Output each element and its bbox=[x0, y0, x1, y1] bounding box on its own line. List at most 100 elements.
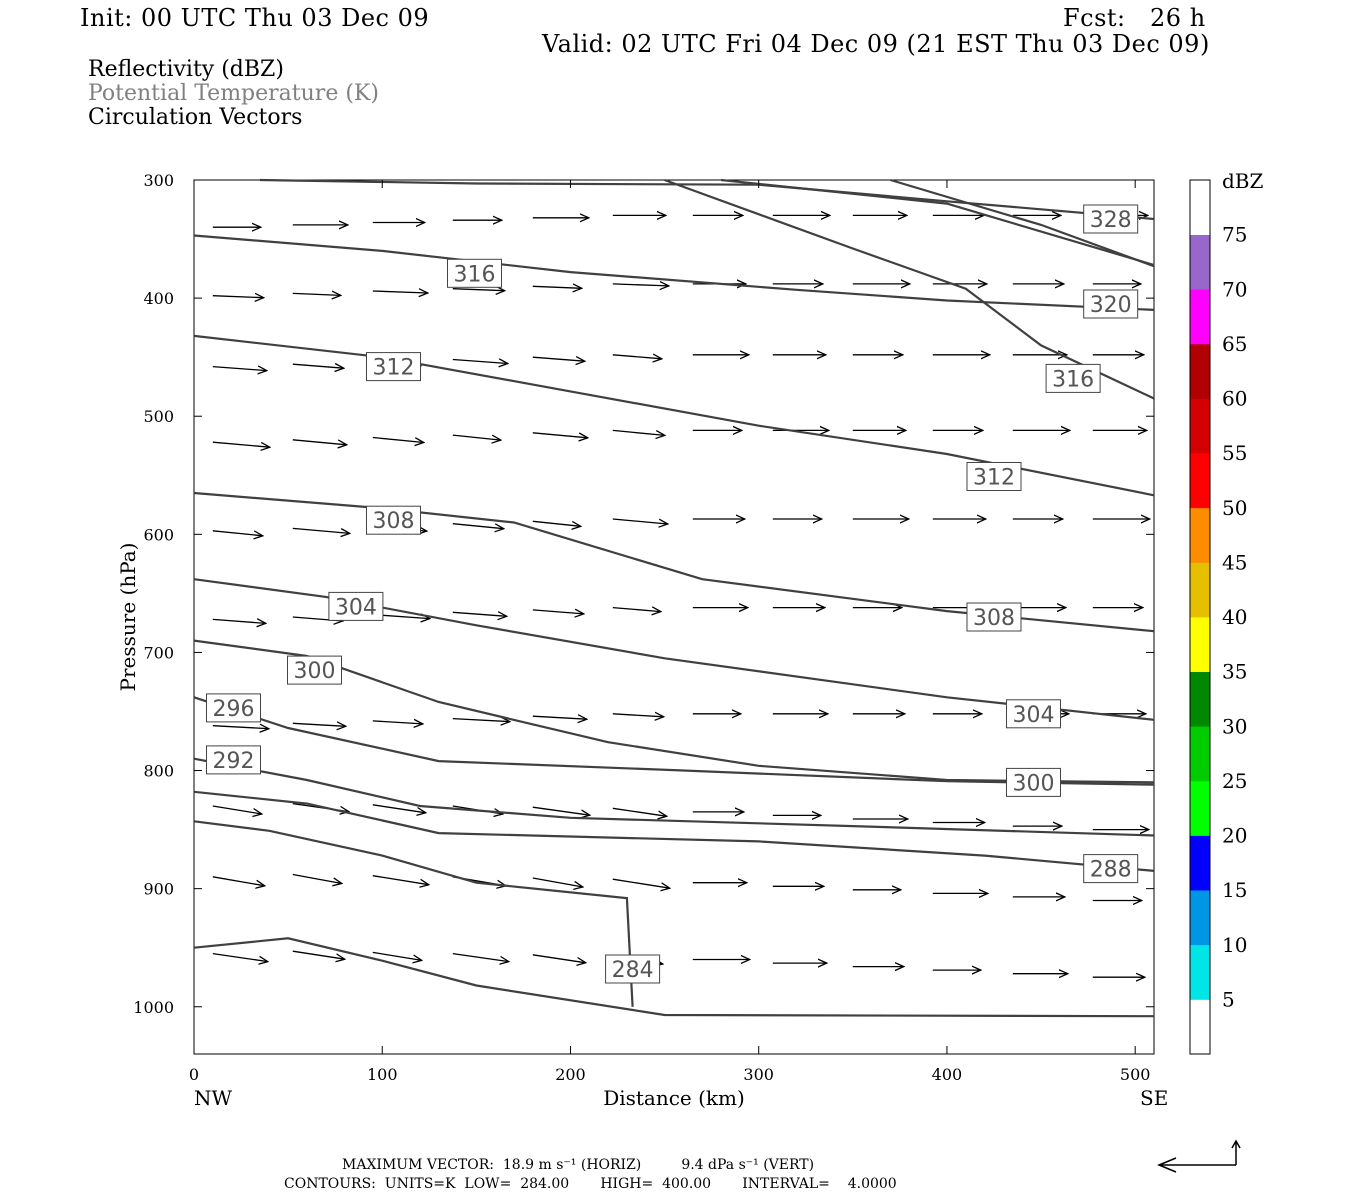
circulation-vector bbox=[532, 806, 590, 815]
svg-text:316: 316 bbox=[454, 262, 496, 287]
contour-label-300: 300 bbox=[1006, 767, 1061, 797]
svg-text:316: 316 bbox=[1052, 367, 1094, 392]
y-tick-label: 400 bbox=[143, 289, 174, 308]
contour-label-284: 284 bbox=[605, 954, 661, 984]
circulation-vector bbox=[452, 434, 501, 440]
theta-contours bbox=[193, 178, 1155, 1018]
contour-label-308: 308 bbox=[966, 602, 1022, 632]
theta-contour-300 bbox=[193, 696, 1155, 786]
circulation-vector bbox=[372, 875, 429, 885]
colorbar-unit: dBZ bbox=[1222, 169, 1264, 193]
contour-label-304: 304 bbox=[328, 591, 384, 621]
theta-contour-284 bbox=[193, 937, 1155, 1018]
colorbar-segment bbox=[1190, 453, 1210, 509]
theta-contour-296 bbox=[193, 757, 1155, 837]
colorbar-segment bbox=[1190, 617, 1210, 672]
colorbar-label: 30 bbox=[1222, 714, 1247, 738]
svg-text:304: 304 bbox=[335, 595, 377, 620]
colorbar-segment bbox=[1190, 726, 1210, 782]
colorbar-label: 70 bbox=[1222, 277, 1247, 301]
contour-label-312: 312 bbox=[366, 352, 421, 382]
x-end-label-nw: NW bbox=[194, 1086, 233, 1110]
colorbar-segment bbox=[1190, 944, 1210, 1000]
circulation-vector bbox=[292, 439, 347, 445]
svg-text:304: 304 bbox=[1013, 703, 1055, 728]
reference-vector-icon bbox=[1157, 1139, 1241, 1173]
theta-contour-292 bbox=[193, 790, 1155, 872]
circulation-vector bbox=[212, 876, 265, 886]
colorbar-segment bbox=[1190, 398, 1210, 454]
circulation-vector bbox=[612, 429, 665, 435]
contour-label-316: 316 bbox=[447, 258, 502, 288]
circulation-vector bbox=[532, 357, 585, 361]
colorbar-label: 50 bbox=[1222, 496, 1247, 520]
colorbar-label: 65 bbox=[1222, 332, 1247, 356]
colorbar-segment bbox=[1190, 562, 1210, 618]
theta-contour-320 bbox=[890, 178, 1155, 268]
svg-text:300: 300 bbox=[1013, 771, 1055, 796]
x-axis-ticks: 0 100 200 300 400 500 bbox=[189, 180, 1151, 1084]
circulation-vector bbox=[532, 520, 581, 526]
colorbar-segment bbox=[1190, 780, 1210, 836]
x-tick-label: 0 bbox=[189, 1065, 199, 1084]
circulation-vector bbox=[372, 804, 426, 813]
colorbar-segment bbox=[1190, 343, 1210, 399]
contour-label-288: 288 bbox=[1083, 854, 1139, 884]
svg-text:288: 288 bbox=[1090, 858, 1132, 883]
x-axis-label: Distance (km) bbox=[603, 1086, 745, 1110]
colorbar-label: 55 bbox=[1222, 441, 1247, 465]
contour-label-312: 312 bbox=[966, 462, 1022, 491]
colorbar-label: 75 bbox=[1222, 223, 1247, 247]
contours-info-label: CONTOURS: UNITS=K LOW= 284.00 HIGH= 400.… bbox=[284, 1176, 897, 1192]
colorbar-segment bbox=[1190, 890, 1210, 946]
circulation-vector bbox=[292, 873, 342, 884]
circulation-vector bbox=[452, 612, 507, 616]
forecast-hour-label: Fcst: 26 h bbox=[1063, 4, 1206, 32]
y-axis-label: Pressure (hPa) bbox=[116, 543, 140, 692]
circulation-vector bbox=[612, 284, 669, 286]
svg-text:308: 308 bbox=[373, 509, 415, 534]
y-axis-ticks: 300 400 500 600 700 800 900 1000 bbox=[133, 171, 1154, 1017]
colorbar-segment bbox=[1190, 999, 1210, 1055]
circulation-vector bbox=[212, 367, 267, 371]
theta-contour-320 bbox=[193, 234, 1155, 311]
theta-contour-328 bbox=[259, 178, 1155, 221]
circulation-vector bbox=[612, 355, 662, 359]
circulation-vector bbox=[212, 530, 263, 536]
svg-text:320: 320 bbox=[1090, 293, 1132, 318]
circulation-vector bbox=[532, 286, 582, 288]
y-tick-label: 1000 bbox=[133, 998, 174, 1017]
circulation-vector bbox=[532, 877, 583, 887]
svg-text:284: 284 bbox=[612, 958, 654, 983]
contour-labels: 328 316 320 312 316 312 308 304 308 300 304 296 292 3… bbox=[206, 204, 1139, 984]
circulation-vector bbox=[292, 364, 344, 368]
y-tick-label: 900 bbox=[143, 880, 174, 899]
x-tick-label: 400 bbox=[932, 1065, 963, 1084]
colorbar-segment bbox=[1190, 507, 1210, 563]
svg-text:296: 296 bbox=[213, 697, 255, 722]
circulation-vector bbox=[212, 296, 264, 298]
circulation-vector bbox=[452, 719, 510, 722]
x-tick-label: 500 bbox=[1120, 1065, 1151, 1084]
circulation-vector bbox=[372, 436, 424, 443]
colorbar-segment bbox=[1190, 835, 1210, 891]
circulation-vector bbox=[212, 441, 270, 447]
circulation-vector bbox=[212, 619, 266, 623]
circulation-vector bbox=[212, 952, 268, 962]
x-tick-label: 100 bbox=[367, 1065, 398, 1084]
circulation-vector bbox=[452, 360, 508, 364]
circulation-vector bbox=[372, 951, 422, 960]
colorbar-segment bbox=[1190, 180, 1210, 235]
contour-label-304: 304 bbox=[1006, 699, 1061, 729]
valid-time-label: Valid: 02 UTC Fri 04 Dec 09 (21 EST Thu … bbox=[542, 30, 1210, 58]
circulation-vector bbox=[612, 518, 668, 524]
theta-contour-324 bbox=[720, 178, 1155, 267]
circulation-vectors bbox=[212, 215, 1150, 977]
contour-label-308: 308 bbox=[366, 505, 421, 535]
contour-label-296: 296 bbox=[206, 693, 261, 723]
max-vector-label: MAXIMUM VECTOR: 18.9 m s⁻¹ (HORIZ) 9.4 d… bbox=[342, 1157, 815, 1173]
x-end-label-se: SE bbox=[1140, 1086, 1168, 1110]
colorbar-label: 25 bbox=[1222, 769, 1247, 793]
colorbar-label: 15 bbox=[1222, 878, 1247, 902]
circulation-vector bbox=[372, 291, 428, 293]
